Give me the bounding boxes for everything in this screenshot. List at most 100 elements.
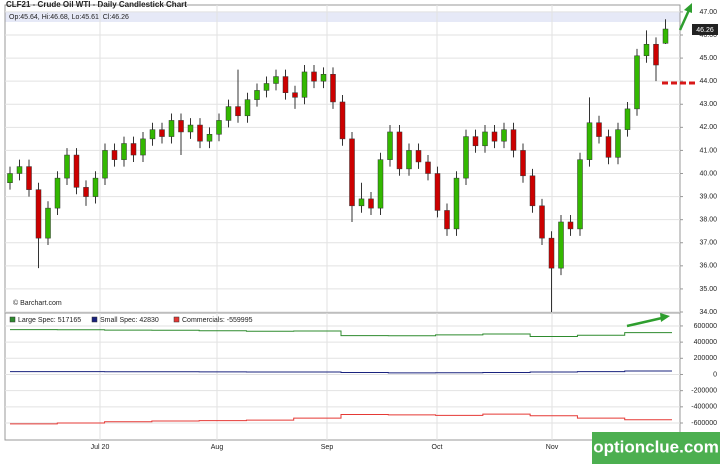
chart-title: CLF21 - Crude Oil WTI - Daily Candlestic… [6, 0, 187, 9]
candle-body [206, 134, 213, 142]
y-tick-label: 34.00 [699, 309, 717, 316]
candle-body [64, 154, 70, 179]
cot-line [10, 413, 672, 425]
candle-body [615, 129, 621, 158]
watermark: optionclue.com [593, 437, 719, 456]
x-tick-label: Sep [321, 444, 334, 451]
legend-value: 42830 [139, 317, 159, 324]
candle-body [444, 210, 450, 230]
candle-body [339, 101, 346, 140]
legend-label: Large Spec: [18, 317, 56, 324]
candle-body [501, 129, 507, 142]
candle-body [529, 175, 536, 207]
candle-body [377, 159, 384, 209]
cot-panel [4, 312, 681, 441]
y-tick-label: -400000 [691, 404, 717, 411]
candle-body [472, 136, 479, 147]
candle-body [558, 221, 564, 269]
candle-body [121, 143, 127, 160]
candle-body [387, 131, 393, 160]
candle-body [358, 198, 365, 207]
candle-body [130, 143, 137, 156]
candle-body [45, 207, 51, 239]
y-tick-label: 47.00 [699, 9, 717, 16]
candle-body [282, 76, 289, 93]
y-tick-label: 40.00 [699, 170, 717, 177]
x-tick-label: Oct [432, 444, 443, 451]
candle-body [548, 237, 555, 269]
last-price-box [692, 24, 718, 35]
x-tick-label: Nov [546, 444, 559, 451]
candle-body [159, 129, 165, 137]
candle-body [187, 124, 194, 133]
candle-body [520, 150, 526, 177]
y-tick-label: 44.00 [699, 78, 717, 85]
y-tick-label: 400000 [694, 339, 717, 346]
y-tick-label: 36.00 [699, 263, 717, 270]
legend-swatch [173, 316, 180, 323]
info-band [5, 12, 680, 22]
candle-body [425, 161, 431, 174]
candle-body [111, 150, 118, 160]
arrow-head [660, 313, 670, 322]
annotations [626, 3, 696, 328]
candle-body [92, 177, 99, 197]
candle-body [301, 71, 308, 98]
candle-body [149, 129, 156, 140]
y-tick-label: 37.00 [699, 240, 717, 247]
candle-body [244, 99, 251, 117]
candle-body [254, 90, 260, 100]
candle-body [643, 43, 650, 57]
candle-body [225, 106, 232, 121]
candle-body [292, 92, 298, 98]
candle-body [453, 177, 460, 230]
x-tick-label: Aug [211, 444, 224, 451]
legend-label: Commercials: [182, 317, 225, 324]
info-text: Op:45.64, Hi:46.68, Lo:45.61, Cl:46.26 [9, 14, 129, 21]
candle-body [662, 28, 669, 44]
candle-body [596, 122, 602, 137]
cot-line [10, 329, 672, 337]
cot-line [10, 370, 672, 374]
y-tick-label: 45.00 [699, 55, 717, 62]
candle-body [567, 221, 574, 230]
y-tick-label: 35.00 [699, 286, 717, 293]
candle-body [415, 150, 422, 163]
candle-body [26, 166, 32, 190]
y-tick-label: 0 [713, 371, 717, 378]
legend-swatch [9, 316, 16, 323]
legend-label: Small Spec: [100, 317, 137, 324]
credit: © Barchart.com [13, 299, 62, 307]
candle-body [605, 136, 612, 158]
candle-body [273, 76, 279, 84]
legend-value: 517165 [58, 317, 81, 324]
y-tick-label: 38.00 [699, 217, 717, 224]
candle-body [216, 120, 222, 135]
candle-body [178, 120, 184, 133]
candle-body [320, 73, 327, 82]
candle-body [330, 73, 336, 103]
last-price: 46.26 [696, 27, 714, 34]
candle-body [54, 177, 61, 209]
candle-body [102, 150, 108, 179]
y-tick-label: 200000 [694, 355, 717, 362]
candle-body [482, 131, 488, 147]
candle-body [463, 136, 469, 179]
candle-body [140, 138, 146, 156]
candle-body [368, 198, 374, 209]
candle-body [406, 150, 412, 170]
y-tick-label: -200000 [691, 387, 717, 394]
candle-body [168, 120, 175, 137]
y-tick-label: 46.00 [699, 32, 717, 39]
legend-value: -559995 [227, 317, 253, 324]
candle-body [235, 106, 241, 117]
y-tick-label: 600000 [694, 323, 717, 330]
arrow-head [684, 3, 692, 13]
candle-body [491, 131, 498, 142]
y-tick-label: 39.00 [699, 193, 717, 200]
candle-body [396, 131, 403, 170]
candle-body [16, 166, 23, 174]
candle-body [83, 187, 89, 197]
arrow [626, 316, 663, 328]
